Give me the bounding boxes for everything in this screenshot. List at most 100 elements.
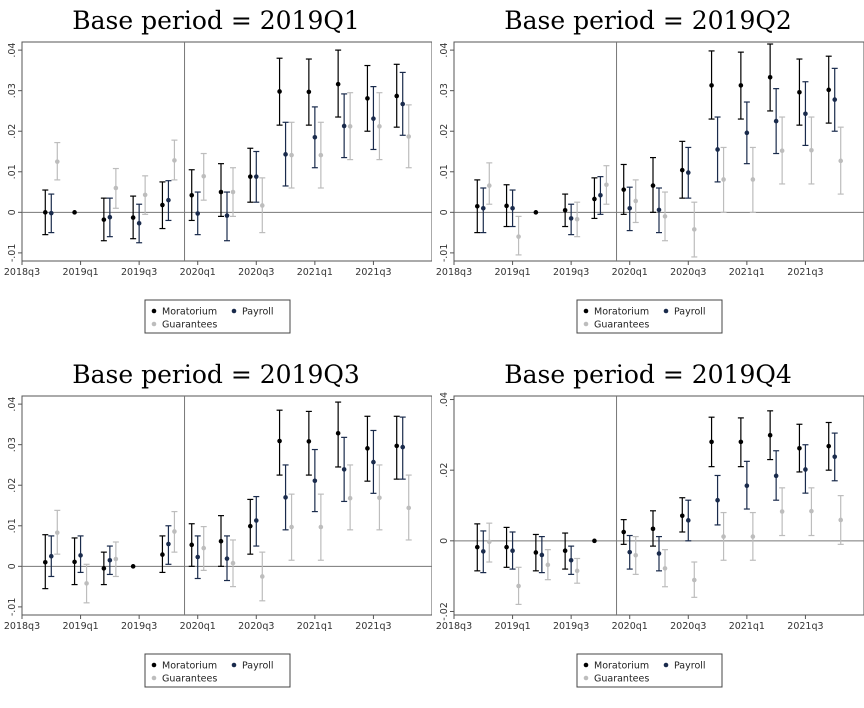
x-tick-label: 2021q3 [355, 267, 391, 278]
x-tick-label: 2019q3 [553, 621, 589, 632]
y-tick-label: 0 [439, 538, 450, 544]
data-point [691, 577, 697, 583]
y-tick-label: .01 [7, 164, 18, 179]
legend-entry: Moratorium [594, 661, 649, 672]
data-point [160, 202, 165, 208]
data-point [750, 534, 756, 539]
legend-marker [151, 662, 157, 668]
chart-title: Base period = 2019Q1 [72, 6, 360, 35]
x-tick-label: 2019q3 [121, 621, 157, 632]
data-point [335, 81, 341, 87]
y-tick-label: .02 [439, 463, 450, 478]
data-point [486, 183, 492, 188]
legend-marker [151, 675, 157, 681]
data-point [406, 505, 412, 511]
data-point [715, 147, 720, 152]
data-point [832, 97, 838, 102]
chart-panel-1: Base period = 2019Q1 -.01 0 .01 .02 .03 .04 20… [0, 0, 432, 354]
data-point [195, 554, 201, 560]
data-point [283, 495, 288, 500]
series-guarantees [486, 116, 844, 258]
legend-box [144, 299, 291, 334]
x-tick-label: 2021q1 [297, 621, 333, 632]
data-point [662, 214, 668, 219]
data-point [48, 210, 54, 216]
series-guarantees [486, 487, 844, 606]
legend: Moratorium Payroll Guarantees [144, 299, 291, 334]
data-point [371, 116, 376, 121]
data-point [113, 185, 119, 191]
data-point [656, 207, 662, 213]
data-point [797, 445, 802, 451]
data-point [72, 210, 77, 215]
series-payroll [480, 432, 838, 575]
data-point [72, 559, 77, 565]
data-point [394, 443, 400, 449]
data-point [224, 556, 230, 561]
data-point [230, 189, 236, 195]
data-point [289, 524, 294, 530]
data-point [230, 560, 236, 566]
data-point [685, 518, 691, 523]
data-point [277, 89, 282, 94]
data-point [107, 557, 113, 563]
y-tick-label: -.01 [7, 244, 18, 263]
x-tick-label: 2018q3 [436, 267, 472, 278]
data-point [539, 552, 545, 558]
y-tick-label: .03 [439, 83, 450, 98]
data-point [365, 96, 370, 101]
legend-marker [231, 662, 237, 668]
data-point [259, 203, 265, 208]
x-tick-label: 2020q3 [238, 621, 274, 632]
plot-frame [21, 41, 432, 262]
legend-marker [583, 662, 589, 668]
data-point [259, 574, 265, 579]
data-point [42, 210, 48, 215]
data-point [803, 111, 808, 117]
x-tick-label: 2021q3 [787, 621, 823, 632]
data-point [253, 174, 259, 179]
data-point [474, 544, 480, 550]
data-point [341, 467, 347, 472]
y-tick-label: .02 [7, 478, 18, 493]
data-point [838, 158, 844, 164]
data-point [533, 210, 539, 215]
data-point [201, 173, 207, 179]
x-tick-label: 2020q3 [670, 621, 706, 632]
x-tick-label: 2020q1 [612, 621, 648, 632]
data-point [568, 216, 574, 221]
y-tick-label: .02 [439, 124, 450, 139]
x-tick-label: 2021q3 [355, 621, 391, 632]
data-point [101, 217, 107, 222]
data-point [809, 147, 814, 153]
y-tick-label: .01 [7, 518, 18, 533]
data-point [691, 227, 697, 232]
legend-marker [583, 321, 589, 327]
chart-title: Base period = 2019Q3 [72, 360, 360, 389]
legend: Moratorium Payroll Guarantees [576, 299, 723, 334]
data-point [832, 454, 838, 460]
data-point [679, 513, 685, 519]
data-point [400, 444, 406, 450]
data-point [377, 124, 382, 129]
series-moratorium [42, 49, 400, 242]
legend-marker [583, 308, 589, 314]
legend-entry: Payroll [674, 307, 706, 318]
series-payroll [48, 71, 406, 244]
data-point [78, 553, 83, 558]
legend-marker [663, 308, 669, 314]
series-guarantees [54, 92, 412, 234]
x-tick-label: 2021q1 [729, 621, 765, 632]
x-tick-label: 2018q3 [436, 621, 472, 632]
y-tick-label: 0 [439, 209, 450, 215]
data-point [218, 189, 224, 195]
x-tick-label: 2019q3 [553, 267, 589, 278]
data-point [347, 495, 353, 501]
data-point [189, 542, 195, 548]
data-point [107, 214, 113, 220]
legend-entry: Payroll [674, 661, 706, 672]
data-point [54, 159, 60, 164]
data-point [247, 174, 253, 179]
x-tick-label: 2018q3 [4, 621, 40, 632]
data-point [160, 552, 165, 557]
